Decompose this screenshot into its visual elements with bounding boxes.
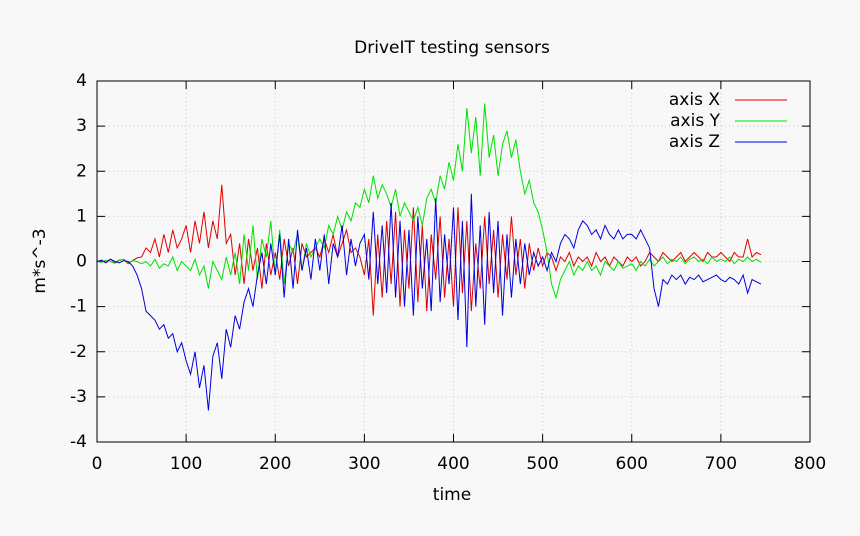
x-tick-label: 200 xyxy=(259,454,291,474)
x-tick-label: 400 xyxy=(437,454,469,474)
series-line xyxy=(96,103,762,300)
x-tick-label: 100 xyxy=(170,454,202,474)
plot-border xyxy=(96,80,811,443)
x-tick-label: 600 xyxy=(616,454,648,474)
legend-label: axis X xyxy=(669,90,720,110)
y-tick-label: -1 xyxy=(70,297,87,317)
series-line xyxy=(96,193,762,411)
y-tick-label: -3 xyxy=(70,387,87,407)
y-tick-label: 4 xyxy=(76,71,87,91)
y-tick-label: -2 xyxy=(70,342,87,362)
legend-label: axis Y xyxy=(670,111,720,131)
x-tick-label: 0 xyxy=(92,454,103,474)
x-tick-label: 700 xyxy=(705,454,737,474)
y-tick-label: 1 xyxy=(76,206,87,226)
y-tick-label: 2 xyxy=(76,161,87,181)
chart-title: DriveIT testing sensors xyxy=(354,38,550,58)
x-tick-label: 300 xyxy=(348,454,380,474)
legend-label: axis Z xyxy=(669,132,720,152)
x-tick-label: 500 xyxy=(526,454,558,474)
y-tick-label: 3 xyxy=(76,116,87,136)
x-axis-label: time xyxy=(433,485,471,505)
x-tick-label: 800 xyxy=(794,454,826,474)
y-tick-label: -4 xyxy=(70,432,87,452)
y-axis-label: m*s^-3 xyxy=(30,228,50,293)
y-tick-label: 0 xyxy=(76,252,87,272)
